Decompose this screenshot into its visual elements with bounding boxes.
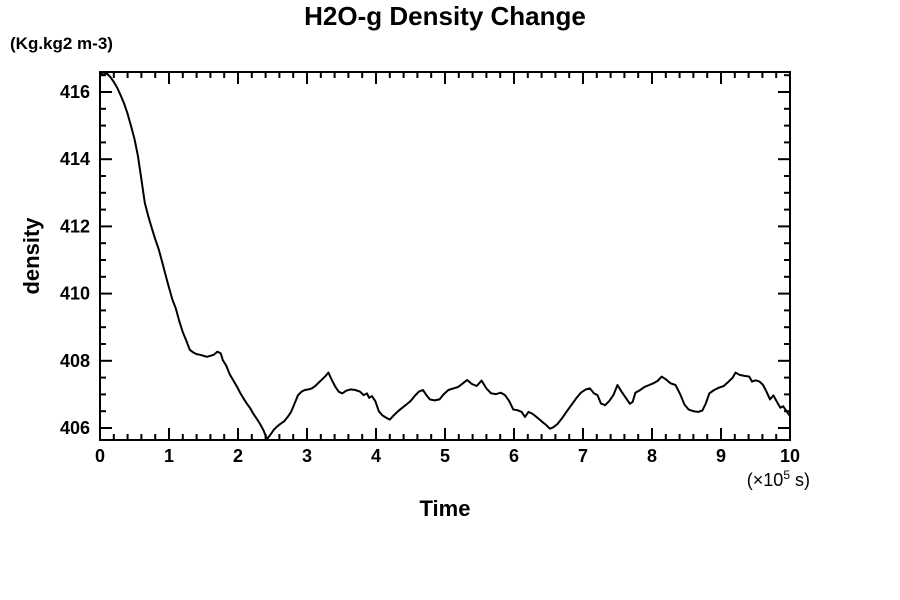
x-unit-prefix: (×10 <box>746 470 784 490</box>
x-axis-unit-label: (×105 s) <box>690 468 810 491</box>
x-unit-suffix: s) <box>790 470 810 490</box>
x-tick-label: 8 <box>647 446 657 466</box>
y-tick-label: 416 <box>60 82 90 102</box>
x-tick-label: 9 <box>716 446 726 466</box>
y-tick-label: 410 <box>60 284 90 304</box>
y-tick-label: 406 <box>60 418 90 438</box>
x-tick-label: 0 <box>95 446 105 466</box>
y-axis-unit-label: (Kg.kg2 m-3) <box>10 34 113 53</box>
density-curve <box>99 72 791 441</box>
y-tick-label: 414 <box>60 149 90 169</box>
x-tick-label: 7 <box>578 446 588 466</box>
y-tick-label: 408 <box>60 351 90 371</box>
chart-title: H2O-g Density Change <box>304 1 586 31</box>
x-tick-label: 5 <box>440 446 450 466</box>
x-tick-label: 10 <box>780 446 800 466</box>
x-tick-label: 3 <box>302 446 312 466</box>
x-axis-label: Time <box>419 496 471 521</box>
x-tick-label: 1 <box>164 446 174 466</box>
plot-frame <box>99 71 791 441</box>
x-tick-label: 6 <box>509 446 519 466</box>
x-tick-label: 4 <box>371 446 381 466</box>
x-unit-exponent: 5 <box>783 468 790 482</box>
x-tick-label: 2 <box>233 446 243 466</box>
y-tick-label: 412 <box>60 216 90 236</box>
